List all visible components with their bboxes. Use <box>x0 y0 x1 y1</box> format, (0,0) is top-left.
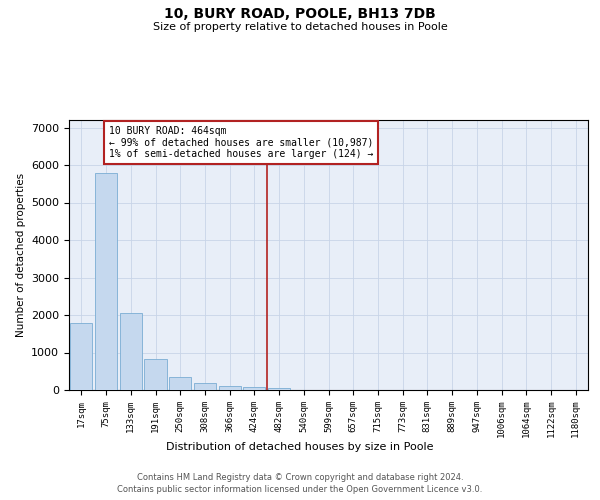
Y-axis label: Number of detached properties: Number of detached properties <box>16 173 26 337</box>
Bar <box>95 174 117 390</box>
Bar <box>70 324 92 390</box>
Text: Distribution of detached houses by size in Poole: Distribution of detached houses by size … <box>166 442 434 452</box>
Text: Contains public sector information licensed under the Open Government Licence v3: Contains public sector information licen… <box>118 485 482 494</box>
Text: Size of property relative to detached houses in Poole: Size of property relative to detached ho… <box>152 22 448 32</box>
Bar <box>218 386 241 390</box>
Bar <box>194 383 216 390</box>
Text: Contains HM Land Registry data © Crown copyright and database right 2024.: Contains HM Land Registry data © Crown c… <box>137 472 463 482</box>
Bar <box>119 313 142 390</box>
Text: 10 BURY ROAD: 464sqm
← 99% of detached houses are smaller (10,987)
1% of semi-de: 10 BURY ROAD: 464sqm ← 99% of detached h… <box>109 126 373 159</box>
Bar <box>169 377 191 390</box>
Text: 10, BURY ROAD, POOLE, BH13 7DB: 10, BURY ROAD, POOLE, BH13 7DB <box>164 8 436 22</box>
Bar <box>243 386 265 390</box>
Bar <box>145 359 167 390</box>
Bar <box>268 388 290 390</box>
